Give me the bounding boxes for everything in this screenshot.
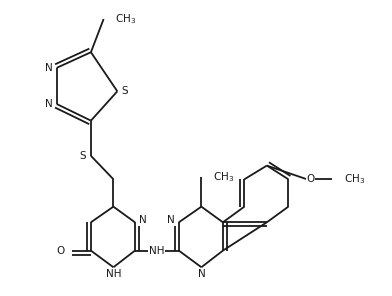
Text: NH: NH — [106, 269, 121, 279]
Text: N: N — [198, 269, 205, 279]
Text: N: N — [139, 215, 147, 225]
Text: CH$_3$: CH$_3$ — [344, 172, 365, 186]
Text: O: O — [307, 174, 315, 184]
Text: S: S — [121, 86, 128, 96]
Text: N: N — [167, 215, 175, 225]
Text: CH$_3$: CH$_3$ — [213, 170, 234, 184]
Text: NH: NH — [149, 246, 164, 256]
Text: O: O — [56, 246, 65, 256]
Text: N: N — [45, 63, 53, 73]
Text: N: N — [45, 99, 53, 109]
Text: CH$_3$: CH$_3$ — [115, 12, 136, 26]
Text: S: S — [80, 151, 86, 161]
